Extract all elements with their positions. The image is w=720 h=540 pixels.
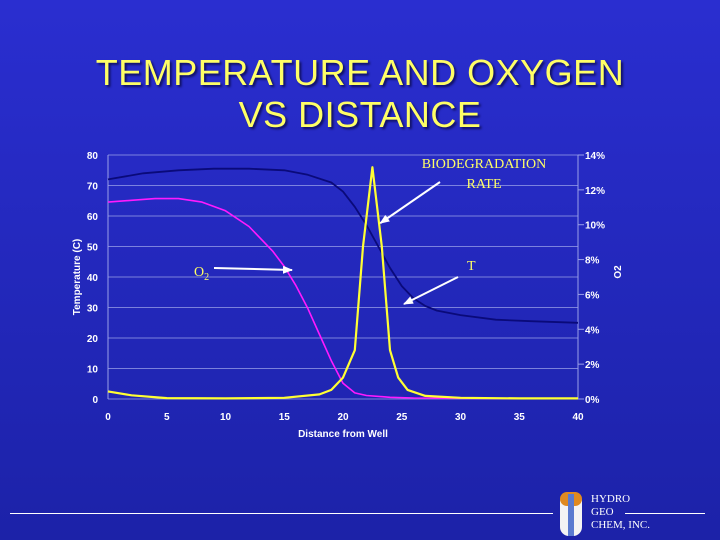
- y-tick-label-1: 10: [87, 365, 99, 376]
- y2-tick-label-7: 14%: [585, 151, 605, 162]
- y2-tick-label-0: 0%: [585, 395, 600, 406]
- y-axis-label: Temperature (C): [72, 239, 83, 316]
- y-tick-label-3: 30: [87, 304, 99, 315]
- y-tick-label-0: 0: [92, 395, 98, 406]
- y2-tick-label-3: 6%: [585, 290, 600, 301]
- title-line-2: VS DISTANCE: [238, 94, 482, 135]
- x-tick-label-2: 10: [220, 412, 232, 423]
- company-logo-text: HYDRO GEO CHEM, INC.: [591, 493, 650, 532]
- logo-line-1: HYDRO: [591, 493, 631, 505]
- annotation-biodegradation: BIODEGRADATION: [422, 157, 546, 172]
- grid-lines: [108, 154, 578, 400]
- y-tick-label-7: 70: [87, 182, 99, 193]
- hydro-geo-chem-logo-icon: [560, 492, 582, 536]
- annotation-arrow-o2: [213, 265, 293, 274]
- x-tick-label-4: 20: [337, 412, 349, 423]
- axes: 0 10 20 30 40 50 60 70 80 0% 2% 4% 6% 8% 10% 12% 14% 0 5 10…: [72, 151, 624, 440]
- y-tick-label-6: 60: [87, 212, 99, 223]
- x-tick-label-8: 40: [572, 412, 584, 423]
- y2-tick-label-6: 12%: [585, 186, 605, 197]
- series-line-temperature: [107, 167, 579, 324]
- annotation-arrow-biodegradation: [379, 181, 441, 224]
- annotation-o2: O2: [194, 265, 209, 283]
- x-tick-label-7: 35: [514, 412, 526, 423]
- annotation-t: T: [467, 259, 476, 274]
- x-tick-label-5: 25: [396, 412, 408, 423]
- x-tick-label-3: 15: [279, 412, 291, 423]
- series-line-biodegradation: [107, 166, 578, 400]
- x-tick-label-0: 0: [105, 412, 111, 423]
- slide-title: TEMPERATURE AND OXYGEN VS DISTANCE: [0, 52, 720, 136]
- series-lines: [107, 166, 579, 400]
- annotation-rate: RATE: [467, 177, 502, 192]
- x-tick-label-6: 30: [455, 412, 467, 423]
- annotation-arrow-t: [403, 276, 459, 305]
- y2-tick-label-2: 4%: [585, 325, 600, 336]
- series-line-oxygen: [107, 197, 578, 400]
- x-axis-label: Distance from Well: [298, 429, 388, 440]
- y2-tick-label-1: 2%: [585, 360, 600, 371]
- y-tick-label-4: 40: [87, 273, 99, 284]
- y2-tick-label-5: 10%: [585, 221, 605, 232]
- logo-line-3: CHEM, INC.: [591, 519, 650, 531]
- footer-rule-left: [10, 513, 553, 514]
- annotations: BIODEGRADATION RATE O2 T: [194, 157, 546, 305]
- y2-tick-label-4: 8%: [585, 256, 600, 267]
- y-tick-label-5: 50: [87, 243, 99, 254]
- logo-line-2: GEO: [591, 506, 614, 518]
- y-tick-label-8: 80: [87, 151, 99, 162]
- x-tick-label-1: 5: [164, 412, 170, 423]
- title-line-1: TEMPERATURE AND OXYGEN: [95, 52, 625, 93]
- footer-rule-right: [625, 513, 705, 514]
- y-tick-label-2: 20: [87, 334, 99, 345]
- y2-axis-label: O2: [613, 265, 624, 279]
